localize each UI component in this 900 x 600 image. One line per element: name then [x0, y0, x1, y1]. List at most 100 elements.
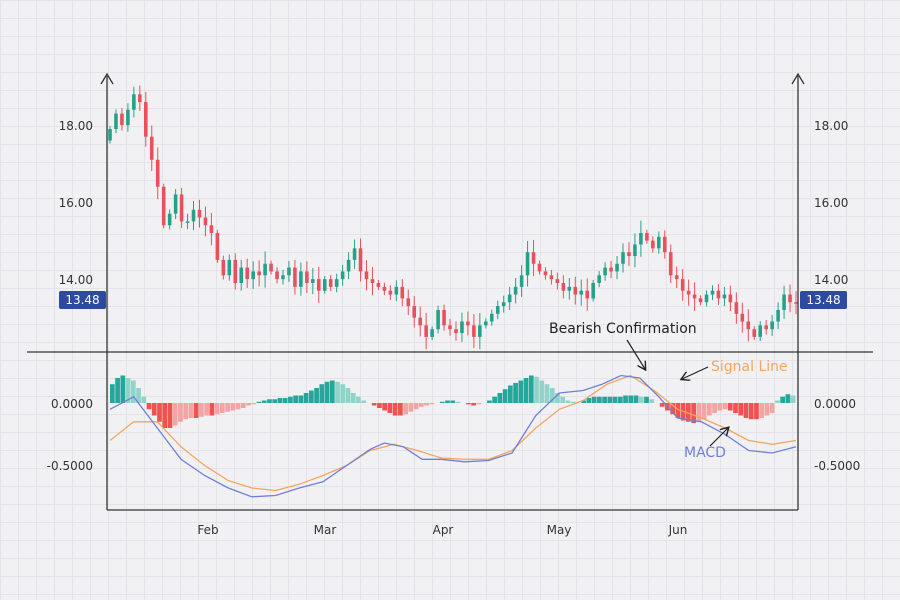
candle-body [692, 294, 697, 299]
histogram-bar [790, 395, 796, 403]
candle-body [370, 279, 375, 283]
macd-tick-label: 0.0000 [814, 397, 856, 411]
macd-axis-left: -0.5000 0.0000 [47, 397, 93, 473]
candle-body [120, 113, 124, 126]
candle-body [662, 236, 667, 253]
price-tag-box [59, 291, 106, 309]
candle-body [788, 294, 792, 303]
histogram-bar [759, 403, 765, 418]
histogram-bar [696, 403, 702, 422]
candle-body [698, 298, 703, 303]
candle-body [155, 159, 160, 187]
histogram-bar [136, 388, 141, 403]
candle-body [233, 259, 238, 283]
month-tick-label: Feb [197, 523, 218, 537]
candle-body [430, 329, 434, 337]
signal-arrow [682, 366, 709, 379]
histogram-bar [204, 403, 209, 416]
candle-body [275, 271, 279, 280]
histogram-bar [733, 403, 738, 413]
current-price-tag-right: 13.48 [800, 291, 847, 309]
histogram-bar [597, 396, 602, 403]
histogram-bar [565, 400, 571, 403]
histogram-bar [146, 403, 152, 410]
candle-body [633, 244, 637, 257]
histogram-bar [361, 400, 367, 403]
candle-body [472, 325, 476, 337]
histogram-bar [178, 403, 183, 422]
candle-body [495, 306, 500, 314]
candle-body [680, 279, 685, 291]
histogram-bar [445, 400, 450, 403]
candle-body [257, 271, 261, 276]
candle-body [507, 294, 512, 303]
candle-body [126, 109, 130, 126]
price-candles [108, 85, 798, 350]
histogram-bar [219, 403, 225, 413]
histogram-bar [256, 401, 262, 403]
histogram-bar [125, 378, 131, 403]
candle-body [281, 275, 285, 280]
candle-body [364, 271, 369, 280]
candle-body [328, 279, 333, 287]
signal-line-label: Signal Line [711, 359, 788, 375]
candle-body [376, 283, 381, 287]
candle-body [293, 267, 297, 287]
histogram-bar [424, 403, 429, 406]
candle-body [722, 294, 727, 299]
candle-body [305, 271, 309, 283]
histogram-bar [513, 383, 518, 403]
candle-body [686, 290, 691, 295]
price-axis-left: 14.00 16.00 18.00 [59, 119, 93, 287]
histogram-bar [251, 403, 257, 405]
candle-body [346, 259, 351, 272]
histogram-bar [502, 389, 508, 403]
histogram-bar [298, 395, 304, 403]
candle-body [132, 94, 136, 110]
candle-body [197, 209, 202, 218]
current-price-label: 13.48 [806, 293, 840, 307]
price-axis-right: 14.00 16.00 18.00 [814, 119, 848, 287]
candle-body [639, 232, 643, 245]
macd-tick-label: 0.0000 [51, 397, 93, 411]
histogram-bar [209, 403, 215, 416]
histogram-bar [141, 396, 147, 403]
candle-body [406, 298, 411, 307]
histogram-bar [183, 403, 189, 420]
histogram-bar [743, 403, 749, 418]
candle-body [704, 294, 709, 303]
bearish-confirmation-label: Bearish Confirmation [549, 321, 697, 337]
histogram-bar [785, 394, 791, 403]
bearish-arrow [626, 339, 645, 369]
histogram-bar [235, 403, 241, 410]
candle-body [179, 194, 184, 222]
histogram-bar [377, 403, 382, 408]
histogram-bar [712, 403, 717, 413]
histogram-bar [329, 380, 335, 403]
histogram-bar [267, 399, 272, 403]
histogram-bar [308, 390, 314, 403]
histogram-bar [418, 403, 424, 407]
candle-body [161, 186, 166, 226]
histogram-bar [199, 403, 204, 417]
right-axis-arrow-icon [791, 72, 805, 85]
candle-body [615, 263, 619, 272]
histogram-bar [706, 403, 712, 416]
histogram-bar [450, 400, 456, 403]
candle-body [716, 290, 721, 299]
candle-body [334, 279, 339, 287]
histogram-bar [230, 403, 236, 411]
histogram-bar [607, 396, 613, 403]
histogram-bar [701, 403, 707, 420]
candle-body [746, 321, 751, 330]
candle-body [561, 283, 566, 291]
candle-body [776, 309, 780, 322]
month-tick-label: May [547, 523, 572, 537]
histogram-bar [429, 403, 435, 405]
candle-body [138, 94, 142, 103]
candle-body [609, 267, 613, 272]
histogram-bar [549, 388, 555, 403]
price-tick-label: 16.00 [59, 196, 93, 210]
histogram-bar [591, 396, 597, 403]
candle-body [674, 275, 679, 280]
